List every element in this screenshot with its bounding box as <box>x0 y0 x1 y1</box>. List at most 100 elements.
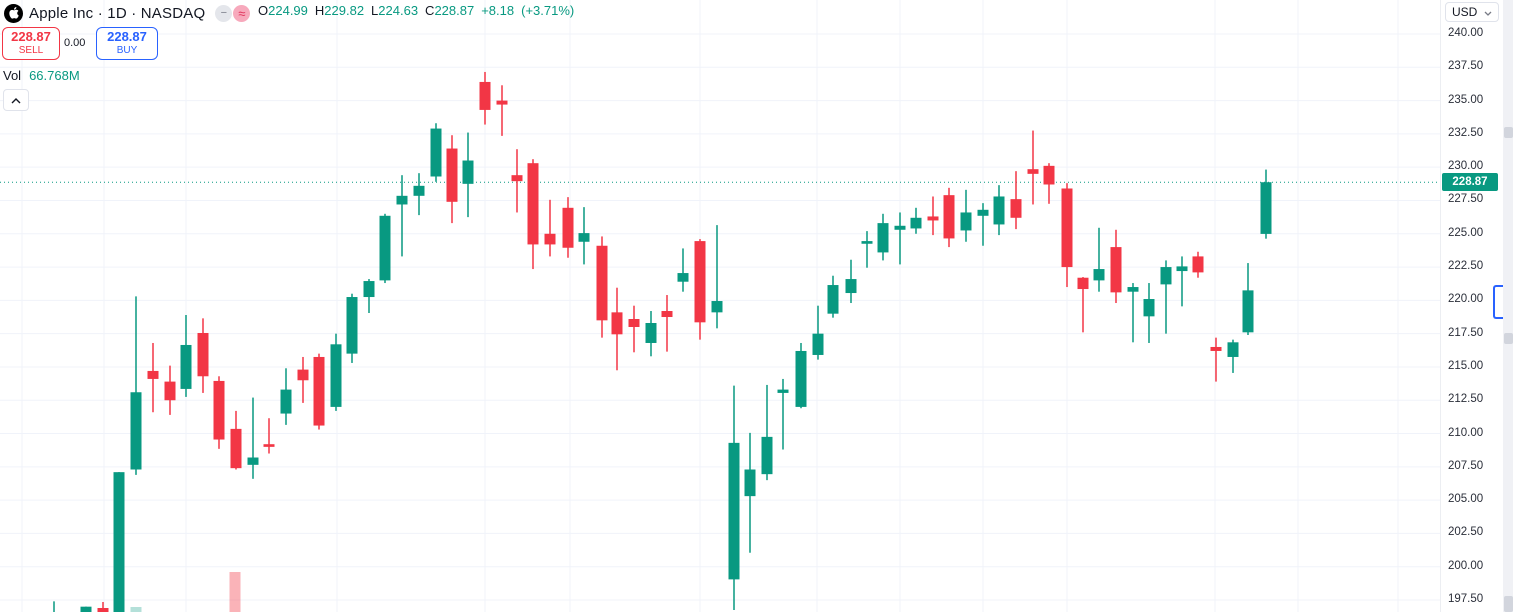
volume-value: 66.768M <box>29 68 80 83</box>
candle-body[interactable] <box>1160 267 1172 285</box>
candle-body[interactable] <box>977 209 989 216</box>
chevron-down-icon <box>1484 5 1492 19</box>
candle-body[interactable] <box>297 369 309 381</box>
candle-body[interactable] <box>263 444 275 447</box>
candle-body[interactable] <box>1010 199 1022 218</box>
price-range-handle[interactable] <box>1493 285 1503 319</box>
candle-body[interactable] <box>845 279 857 294</box>
candle-body[interactable] <box>1143 299 1155 317</box>
candle-body[interactable] <box>628 319 640 327</box>
candle-body[interactable] <box>1093 269 1105 281</box>
candle-body[interactable] <box>313 356 325 426</box>
candle-body[interactable] <box>1061 188 1073 268</box>
candle-body[interactable] <box>777 389 789 393</box>
session-toggle[interactable]: − ≈ <box>215 4 251 22</box>
candlestick-chart[interactable] <box>0 0 1440 612</box>
candle-body[interactable] <box>363 281 375 298</box>
candle-body[interactable] <box>993 196 1005 225</box>
scrollbar-segment[interactable] <box>1504 127 1513 138</box>
candle-body[interactable] <box>479 81 491 110</box>
candle-body[interactable] <box>694 241 706 323</box>
candle-body[interactable] <box>379 215 391 281</box>
candle-body[interactable] <box>744 469 756 497</box>
candle-body[interactable] <box>761 436 773 475</box>
minus-toggle-icon[interactable]: − <box>215 4 233 22</box>
candle-body[interactable] <box>1192 256 1204 273</box>
candle-body[interactable] <box>396 195 408 205</box>
candle-body[interactable] <box>346 297 358 354</box>
price-tick-label: 217.50 <box>1448 326 1484 339</box>
candle-body[interactable] <box>661 311 673 318</box>
candle-body[interactable] <box>596 245 608 321</box>
price-tick-label: 200.00 <box>1448 559 1484 572</box>
scrollbar-segment[interactable] <box>1504 596 1513 612</box>
candle-body[interactable] <box>496 100 508 105</box>
candle-body[interactable] <box>812 333 824 355</box>
candle-body[interactable] <box>97 608 109 612</box>
candle-body[interactable] <box>728 442 740 580</box>
candle-body[interactable] <box>80 606 92 612</box>
candle-body[interactable] <box>197 332 209 377</box>
price-tick-label: 222.50 <box>1448 260 1484 273</box>
candle-body[interactable] <box>527 163 539 245</box>
symbol-title[interactable]: Apple Inc · 1D · NASDAQ <box>29 4 206 22</box>
candle-body[interactable] <box>927 216 939 221</box>
buy-button[interactable]: 228.87 BUY <box>96 27 158 60</box>
approx-toggle-icon[interactable]: ≈ <box>233 4 251 22</box>
candle-body[interactable] <box>544 233 556 245</box>
candle-body[interactable] <box>430 128 442 177</box>
collapse-panel-button[interactable] <box>3 89 29 111</box>
price-tick-label: 197.50 <box>1448 593 1484 605</box>
candle-body[interactable] <box>213 380 225 440</box>
candle-body[interactable] <box>280 389 292 414</box>
candle-body[interactable] <box>1043 165 1055 185</box>
candle-body[interactable] <box>578 233 590 242</box>
current-price-badge: 228.87 <box>1442 173 1498 192</box>
candle-body[interactable] <box>795 350 807 407</box>
price-tick-label: 202.50 <box>1448 526 1484 539</box>
candle-body[interactable] <box>910 217 922 229</box>
price-tick-label: 220.00 <box>1448 293 1484 306</box>
candle-body[interactable] <box>330 344 342 407</box>
candle-body[interactable] <box>147 370 159 379</box>
candle-body[interactable] <box>1242 290 1254 333</box>
candle-body[interactable] <box>1027 169 1039 174</box>
candle-body[interactable] <box>1176 266 1188 272</box>
candle-body[interactable] <box>511 175 523 182</box>
candle-body[interactable] <box>1227 342 1239 357</box>
price-axis[interactable]: USD 240.00 237.50 235.00 232.50 230.00 227.50… <box>1440 0 1513 612</box>
candle-body[interactable] <box>943 195 955 239</box>
candle-body[interactable] <box>130 392 142 470</box>
candle-body[interactable] <box>113 472 125 612</box>
candle-body[interactable] <box>877 223 889 253</box>
candle-body[interactable] <box>1210 346 1222 351</box>
candle-body[interactable] <box>562 207 574 248</box>
sell-button[interactable]: 228.87 SELL <box>2 27 60 60</box>
candle-body[interactable] <box>645 323 657 343</box>
candle-body[interactable] <box>1077 277 1089 290</box>
candle-body[interactable] <box>827 285 839 314</box>
candle-body[interactable] <box>164 381 176 401</box>
candle-body[interactable] <box>711 301 723 313</box>
candle-body[interactable] <box>1260 182 1272 234</box>
candle-body[interactable] <box>611 312 623 335</box>
candle-body[interactable] <box>462 160 474 184</box>
currency-dropdown[interactable]: USD <box>1445 2 1499 22</box>
candle-body[interactable] <box>960 212 972 231</box>
price-tick-label: 232.50 <box>1448 126 1484 139</box>
candle-body[interactable] <box>894 225 906 230</box>
candle-body[interactable] <box>677 273 689 282</box>
low-value: 224.63 <box>378 3 419 18</box>
change-value: +8.18 <box>481 3 515 18</box>
candle-body[interactable] <box>446 148 458 202</box>
candle-body[interactable] <box>861 241 873 244</box>
candle-body[interactable] <box>413 185 425 196</box>
candle-body[interactable] <box>247 457 259 465</box>
price-tick-label: 230.00 <box>1448 160 1484 173</box>
candle-body[interactable] <box>180 344 192 389</box>
candle-body[interactable] <box>1127 287 1139 292</box>
axis-scrollbar[interactable] <box>1503 0 1513 612</box>
candle-body[interactable] <box>1110 247 1122 293</box>
candle-body[interactable] <box>230 428 242 469</box>
scrollbar-segment[interactable] <box>1504 333 1513 344</box>
